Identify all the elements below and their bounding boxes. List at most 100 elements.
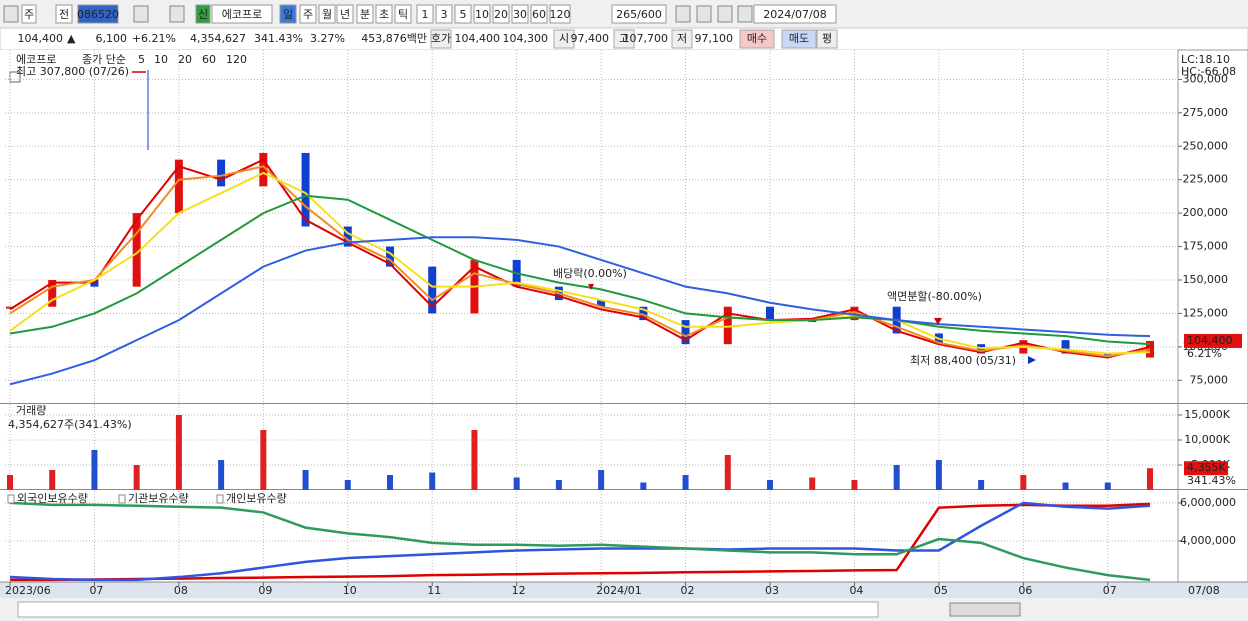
legend-entry: 외국인보유수량 <box>17 492 88 505</box>
scroll-thumb[interactable] <box>949 602 1021 617</box>
hc-label: HC:-66.08 <box>1181 65 1236 78</box>
x-tick-label: 03 <box>765 584 779 597</box>
volume-bar <box>724 455 731 490</box>
toolbar-button[interactable] <box>211 4 273 24</box>
info-box[interactable] <box>739 29 775 49</box>
right-axis-bg <box>1177 49 1248 583</box>
toolbar-button[interactable] <box>492 4 510 24</box>
info-label: 호가 <box>431 32 451 45</box>
x-tick-label: 07 <box>1103 584 1117 597</box>
toolbar-icon[interactable] <box>696 5 712 23</box>
volume-tag: 4,355K <box>1187 461 1226 474</box>
toolbar-button[interactable] <box>356 4 374 24</box>
legend-name: 에코프로 <box>16 53 56 66</box>
toolbar-icon[interactable] <box>3 5 19 23</box>
y-tick-label: 275,000 <box>1183 106 1229 119</box>
volume-bar <box>767 480 773 490</box>
x-axis-bg <box>0 582 1248 598</box>
toolbar-icon[interactable] <box>717 5 733 23</box>
info-box[interactable] <box>781 29 817 49</box>
info-label: 매도 <box>789 32 809 45</box>
moving-average <box>9 165 1151 358</box>
toolbar-button[interactable] <box>753 4 837 24</box>
toolbar-button[interactable] <box>375 4 393 24</box>
x-end-label: 07/08 <box>1188 584 1220 597</box>
x-tick-label: 11 <box>427 584 441 597</box>
candle <box>132 213 141 287</box>
toolbar-button[interactable] <box>77 4 119 24</box>
candle <box>597 300 606 307</box>
info-label: 저 <box>677 32 687 45</box>
legend-entry: 기관보유수량 <box>128 492 189 505</box>
candle <box>48 279 57 307</box>
toolbar-icon[interactable] <box>737 5 753 23</box>
volume-tag-bg <box>1184 461 1228 476</box>
candle <box>850 306 859 321</box>
toolbar-label: 주 <box>303 8 313 21</box>
toolbar-button[interactable] <box>416 4 434 24</box>
volume-summary: 4,354,627주(341.43%) <box>8 418 132 431</box>
toolbar-button[interactable] <box>318 4 336 24</box>
moving-average <box>9 171 1151 355</box>
toolbar-button[interactable] <box>55 4 73 24</box>
candle <box>259 152 268 187</box>
volume-bar <box>175 415 182 490</box>
toolbar-label: 2024/07/08 <box>763 8 826 21</box>
toolbar-button[interactable] <box>394 4 412 24</box>
volume-bar <box>935 460 942 490</box>
toolbar-label: 신 <box>198 8 208 21</box>
info-box <box>553 29 575 49</box>
y-tick-label: 75,000 <box>1190 373 1229 386</box>
candle <box>386 246 394 267</box>
toolbar-label: 265/600 <box>616 8 662 21</box>
toolbar-button[interactable] <box>195 4 211 24</box>
volume-title: 거래량 <box>16 404 46 417</box>
info-box <box>816 29 838 49</box>
x-tick-label: 04 <box>849 584 863 597</box>
candle <box>6 306 14 309</box>
toolbar-button[interactable] <box>435 4 453 24</box>
toolbar-icon[interactable] <box>169 5 185 23</box>
volume-bar <box>429 472 436 490</box>
candle <box>1146 340 1154 358</box>
toolbar-icon[interactable] <box>675 5 691 23</box>
toolbar-icon[interactable] <box>133 5 149 23</box>
legend-entry: 120 <box>226 53 247 66</box>
info-value: 3.27% <box>310 32 345 45</box>
y-tick-label: 15,000K <box>1184 408 1230 421</box>
volume-bar <box>978 480 985 490</box>
toolbar-button[interactable] <box>21 4 37 24</box>
scroll-track[interactable] <box>17 601 879 618</box>
toolbar-label: 120 <box>550 8 571 21</box>
legend-entry: 20 <box>178 53 192 66</box>
volume-bar <box>260 430 267 490</box>
x-tick-label: 06 <box>1018 584 1032 597</box>
y-tick-label: 10,000K <box>1184 433 1230 446</box>
info-value: 6,100 <box>96 32 128 45</box>
toolbar-button[interactable] <box>299 4 317 24</box>
toolbar-button[interactable] <box>473 4 491 24</box>
toolbar-button[interactable] <box>611 4 667 24</box>
candle <box>343 226 352 247</box>
info-value: 104,300 <box>503 32 549 45</box>
toolbar-button[interactable] <box>511 4 529 24</box>
y-tick-label: 300,000 <box>1183 72 1229 85</box>
toolbar-button[interactable] <box>549 4 571 24</box>
info-value: 4,354,627 <box>190 32 246 45</box>
volume-bar <box>513 477 520 490</box>
info-box <box>613 29 635 49</box>
volume-bar <box>1147 468 1153 490</box>
y-tick-label: 150,000 <box>1183 273 1229 286</box>
moving-average <box>9 236 1151 386</box>
toolbar-button[interactable] <box>454 4 472 24</box>
toolbar-button[interactable] <box>279 4 297 24</box>
volume-bar <box>893 465 900 490</box>
volume-ratio-tag: 341.43% <box>1187 474 1236 487</box>
volume-bar <box>49 470 56 490</box>
toolbar-button[interactable] <box>530 4 548 24</box>
toolbar-label: 60 <box>532 8 546 21</box>
info-label: 평 <box>822 32 832 45</box>
toolbar-button[interactable] <box>336 4 354 24</box>
volume-bar <box>598 470 605 490</box>
